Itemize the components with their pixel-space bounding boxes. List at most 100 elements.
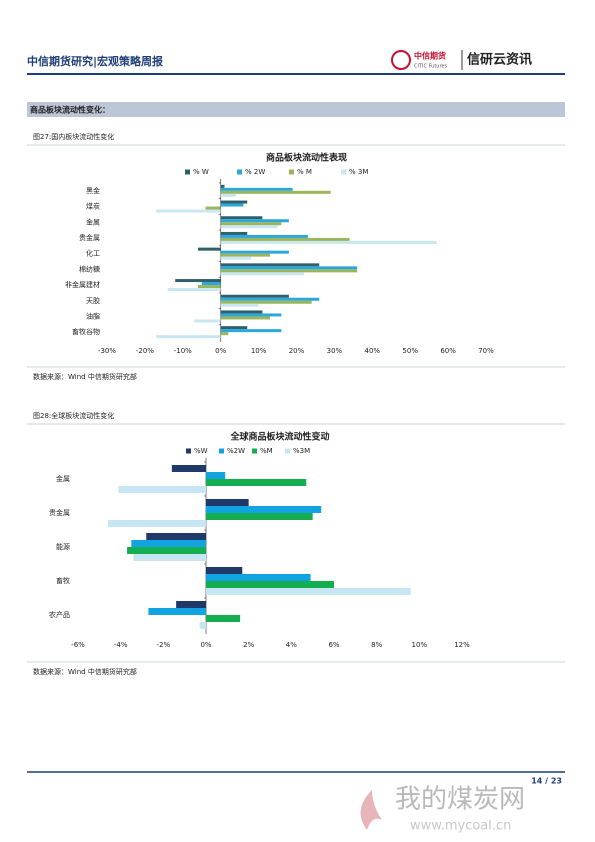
bar bbox=[206, 588, 411, 595]
bar bbox=[220, 231, 248, 235]
bar bbox=[220, 272, 305, 276]
y-category-label: 金属 bbox=[56, 474, 70, 483]
x-tick-label: 30% bbox=[327, 347, 343, 355]
x-tick-label: 50% bbox=[402, 347, 418, 355]
figure-source: 数据来源：Wind 中信期货研究部 bbox=[33, 667, 137, 676]
y-category-label: 贵金属 bbox=[79, 233, 100, 242]
y-category-label: 农产品 bbox=[49, 610, 70, 619]
x-tick-label: 10% bbox=[251, 347, 267, 355]
page-number: 14 / 23 bbox=[531, 777, 562, 786]
legend-label: % M bbox=[297, 168, 312, 176]
legend-label: % W bbox=[193, 168, 209, 176]
bar bbox=[220, 266, 358, 270]
watermark-url: www.mycoal.cn bbox=[410, 819, 511, 834]
x-tick-label: -10% bbox=[174, 347, 192, 355]
x-tick-label: -20% bbox=[136, 347, 154, 355]
legend-label: %M bbox=[260, 447, 273, 455]
x-tick-label: 8% bbox=[371, 641, 382, 649]
y-category-label: 棉纺糖 bbox=[79, 264, 100, 273]
bar bbox=[220, 237, 350, 241]
figure-caption: 图28:全球板块流动性变化 bbox=[33, 411, 114, 420]
brand: 信研云资讯 bbox=[467, 52, 532, 68]
bar bbox=[107, 520, 206, 527]
bar bbox=[206, 615, 241, 622]
bar bbox=[220, 184, 225, 188]
bar bbox=[220, 216, 263, 220]
legend-swatch bbox=[285, 448, 290, 454]
bar bbox=[220, 263, 320, 267]
bar bbox=[206, 472, 226, 479]
logo-icon bbox=[391, 50, 411, 70]
bar bbox=[127, 547, 206, 554]
bar bbox=[220, 310, 263, 314]
bar bbox=[171, 465, 206, 472]
y-category-label: 化工 bbox=[86, 249, 100, 258]
x-tick-label: 0% bbox=[200, 641, 211, 649]
x-tick-label: -2% bbox=[157, 641, 171, 649]
y-category-label: 金属 bbox=[86, 217, 100, 226]
legend-label: %W bbox=[194, 447, 208, 455]
y-category-label: 贵金属 bbox=[49, 508, 70, 517]
x-tick-label: 10% bbox=[412, 641, 428, 649]
legend-swatch bbox=[219, 448, 224, 454]
bar bbox=[206, 506, 322, 513]
section-title: 商品板块流动性变化： bbox=[30, 105, 110, 115]
header-title: 中信期货研究|宏观策略周报 bbox=[27, 54, 164, 68]
watermark-name: 我的煤炭网 bbox=[395, 785, 525, 815]
bar bbox=[220, 326, 248, 330]
bar bbox=[206, 499, 249, 506]
bar bbox=[220, 219, 289, 223]
bar bbox=[133, 554, 206, 561]
figure-source: 数据来源：Wind 中信期货研究部 bbox=[33, 372, 137, 381]
bar bbox=[176, 601, 206, 608]
x-tick-label: -6% bbox=[71, 641, 85, 649]
watermark-flame bbox=[360, 790, 382, 830]
legend-swatch bbox=[186, 448, 191, 454]
bar bbox=[220, 316, 270, 320]
bar bbox=[205, 206, 221, 210]
bar bbox=[131, 540, 206, 547]
bar bbox=[220, 253, 270, 257]
bar bbox=[220, 190, 331, 194]
x-tick-label: -4% bbox=[114, 641, 128, 649]
bar bbox=[197, 247, 221, 251]
bar bbox=[118, 486, 206, 493]
chart-title: 全球商品板块流动性变动 bbox=[229, 431, 329, 443]
x-tick-label: -30% bbox=[98, 347, 116, 355]
bar bbox=[220, 200, 248, 204]
bar bbox=[220, 225, 278, 229]
figure-caption: 图27:国内板块流动性变化 bbox=[33, 132, 114, 141]
bar bbox=[220, 269, 358, 273]
y-category-label: 畜牧 bbox=[56, 576, 70, 585]
x-tick-label: 60% bbox=[440, 347, 456, 355]
bar bbox=[206, 581, 334, 588]
legend-swatch bbox=[289, 169, 294, 175]
x-tick-label: 20% bbox=[289, 347, 305, 355]
chart-title: 商品板块流动性表现 bbox=[266, 152, 347, 164]
bar bbox=[156, 335, 221, 339]
logo-cn: 中信期货 bbox=[414, 51, 446, 61]
y-category-label: 黑金 bbox=[86, 186, 100, 195]
bar bbox=[148, 608, 206, 615]
legend-label: % 3M bbox=[349, 168, 368, 176]
bar bbox=[206, 567, 243, 574]
x-tick-label: 0% bbox=[215, 347, 226, 355]
bar bbox=[146, 533, 206, 540]
legend-swatch bbox=[252, 448, 257, 454]
y-category-label: 畜牧谷物 bbox=[72, 327, 100, 336]
bar bbox=[194, 319, 221, 323]
legend-label: % 2W bbox=[245, 168, 265, 176]
bar bbox=[220, 300, 312, 304]
bar bbox=[220, 297, 320, 301]
bar bbox=[220, 332, 229, 336]
y-category-label: 能源 bbox=[56, 542, 70, 551]
legend-label: %3M bbox=[293, 447, 310, 455]
legend-swatch bbox=[237, 169, 242, 175]
bar bbox=[201, 282, 221, 286]
y-category-label: 油脂 bbox=[86, 311, 100, 320]
bar bbox=[220, 187, 293, 191]
bar bbox=[220, 240, 437, 244]
x-tick-label: 40% bbox=[365, 347, 381, 355]
bar bbox=[167, 288, 221, 292]
legend-swatch bbox=[185, 169, 190, 175]
